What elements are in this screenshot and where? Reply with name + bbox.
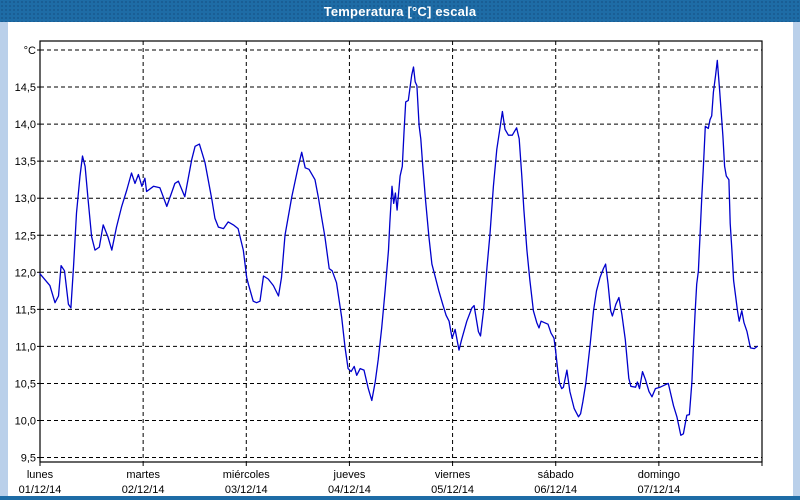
y-tick-label: 11,0 [15,341,36,353]
window-frame-left [0,22,8,496]
plot-area [39,40,763,463]
window-titlebar: Temperatura [°C] escala [0,0,800,22]
x-day-name-label: jueves [333,469,366,481]
x-day-name-label: sábado [538,469,574,481]
y-tick-label: 10,0 [15,416,36,428]
x-day-name-label: domingo [638,469,680,481]
x-day-name-label: viernes [435,469,471,481]
window-frame-right [793,22,800,496]
y-tick-label: 11,5 [15,304,36,316]
x-day-date-label: 01/12/14 [19,484,62,496]
x-day-date-label: 02/12/14 [122,484,165,496]
y-tick-label: 12,5 [15,230,36,242]
x-day-date-label: 05/12/14 [431,484,474,496]
x-day-date-label: 06/12/14 [534,484,577,496]
x-day-name-label: martes [126,469,160,481]
y-tick-label: 14,5 [15,82,36,94]
x-day-date-label: 03/12/14 [225,484,268,496]
y-tick-label: 14,0 [15,119,36,131]
y-tick-label: 10,5 [15,378,36,390]
y-tick-label: 13,5 [15,156,36,168]
window-frame-bottom [0,496,800,500]
window-title: Temperatura [°C] escala [323,3,477,19]
y-tick-label: 12,0 [15,267,36,279]
y-tick-label: 13,0 [15,193,36,205]
temperature-line [39,59,758,436]
x-day-date-label: 04/12/14 [328,484,371,496]
x-day-name-label: miércoles [223,469,271,481]
y-axis-unit-label: °C [24,45,36,57]
y-tick-label: 9,5 [21,453,36,465]
x-day-date-label: 07/12/14 [637,484,680,496]
x-day-name-label: lunes [27,469,54,481]
